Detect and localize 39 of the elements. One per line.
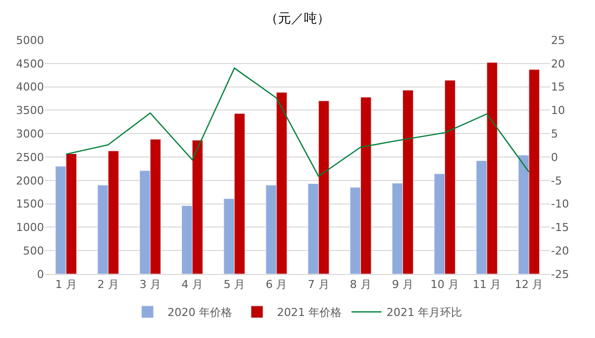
y-tick-label: 3000 [16, 127, 44, 140]
y2-tick-label: 20 [551, 57, 565, 70]
x-tick-label: 6 月 [266, 278, 288, 292]
x-tick-label: 12 月 [514, 278, 544, 292]
y2-tick-label: -15 [551, 221, 569, 234]
y2-tick-label: 25 [551, 34, 565, 47]
x-tick-label: 8 月 [350, 278, 372, 292]
y-tick-label: 500 [23, 244, 44, 258]
legend-label: 2021 年月环比 [386, 306, 462, 320]
y-tick-label: 5000 [16, 34, 44, 47]
y-tick-label: 4500 [16, 57, 44, 70]
y2-tick-label: 10 [551, 104, 565, 118]
x-tick-label: 2 月 [97, 278, 119, 292]
y-tick-label: 0 [37, 268, 44, 281]
chart-title: （元／吨） [265, 12, 330, 27]
legend-label: 2021 年价格 [277, 306, 342, 320]
x-tick-label: 9 月 [392, 278, 414, 292]
y2-tick-label: 0 [551, 150, 558, 164]
x-tick-label: 3 月 [139, 278, 161, 292]
y2-tick-label: 15 [551, 80, 565, 94]
line-series [65, 67, 530, 177]
x-tick-label: 1 月 [55, 278, 77, 292]
y-tick-label: 4000 [16, 80, 44, 94]
x-tick-label: 10 月 [430, 278, 460, 292]
y-tick-label: 1000 [16, 221, 44, 234]
y2-tick-label: -20 [551, 244, 569, 258]
y2-tick-label: -25 [551, 268, 569, 281]
x-tick-label: 7 月 [308, 278, 330, 292]
y-tick-label: 3500 [16, 104, 44, 118]
legend-label: 2020 年价格 [168, 306, 232, 320]
y2-tick-label: -5 [551, 174, 562, 188]
x-tick-label: 11 月 [472, 278, 502, 292]
y2-tick-label: -10 [551, 198, 569, 211]
y-tick-label: 1500 [16, 198, 44, 211]
y-tick-label: 2500 [16, 150, 44, 164]
x-tick-label: 4 月 [182, 278, 204, 292]
y2-tick-label: 5 [551, 127, 558, 140]
y-tick-label: 2000 [16, 174, 44, 188]
x-tick-label: 5 月 [224, 278, 246, 292]
